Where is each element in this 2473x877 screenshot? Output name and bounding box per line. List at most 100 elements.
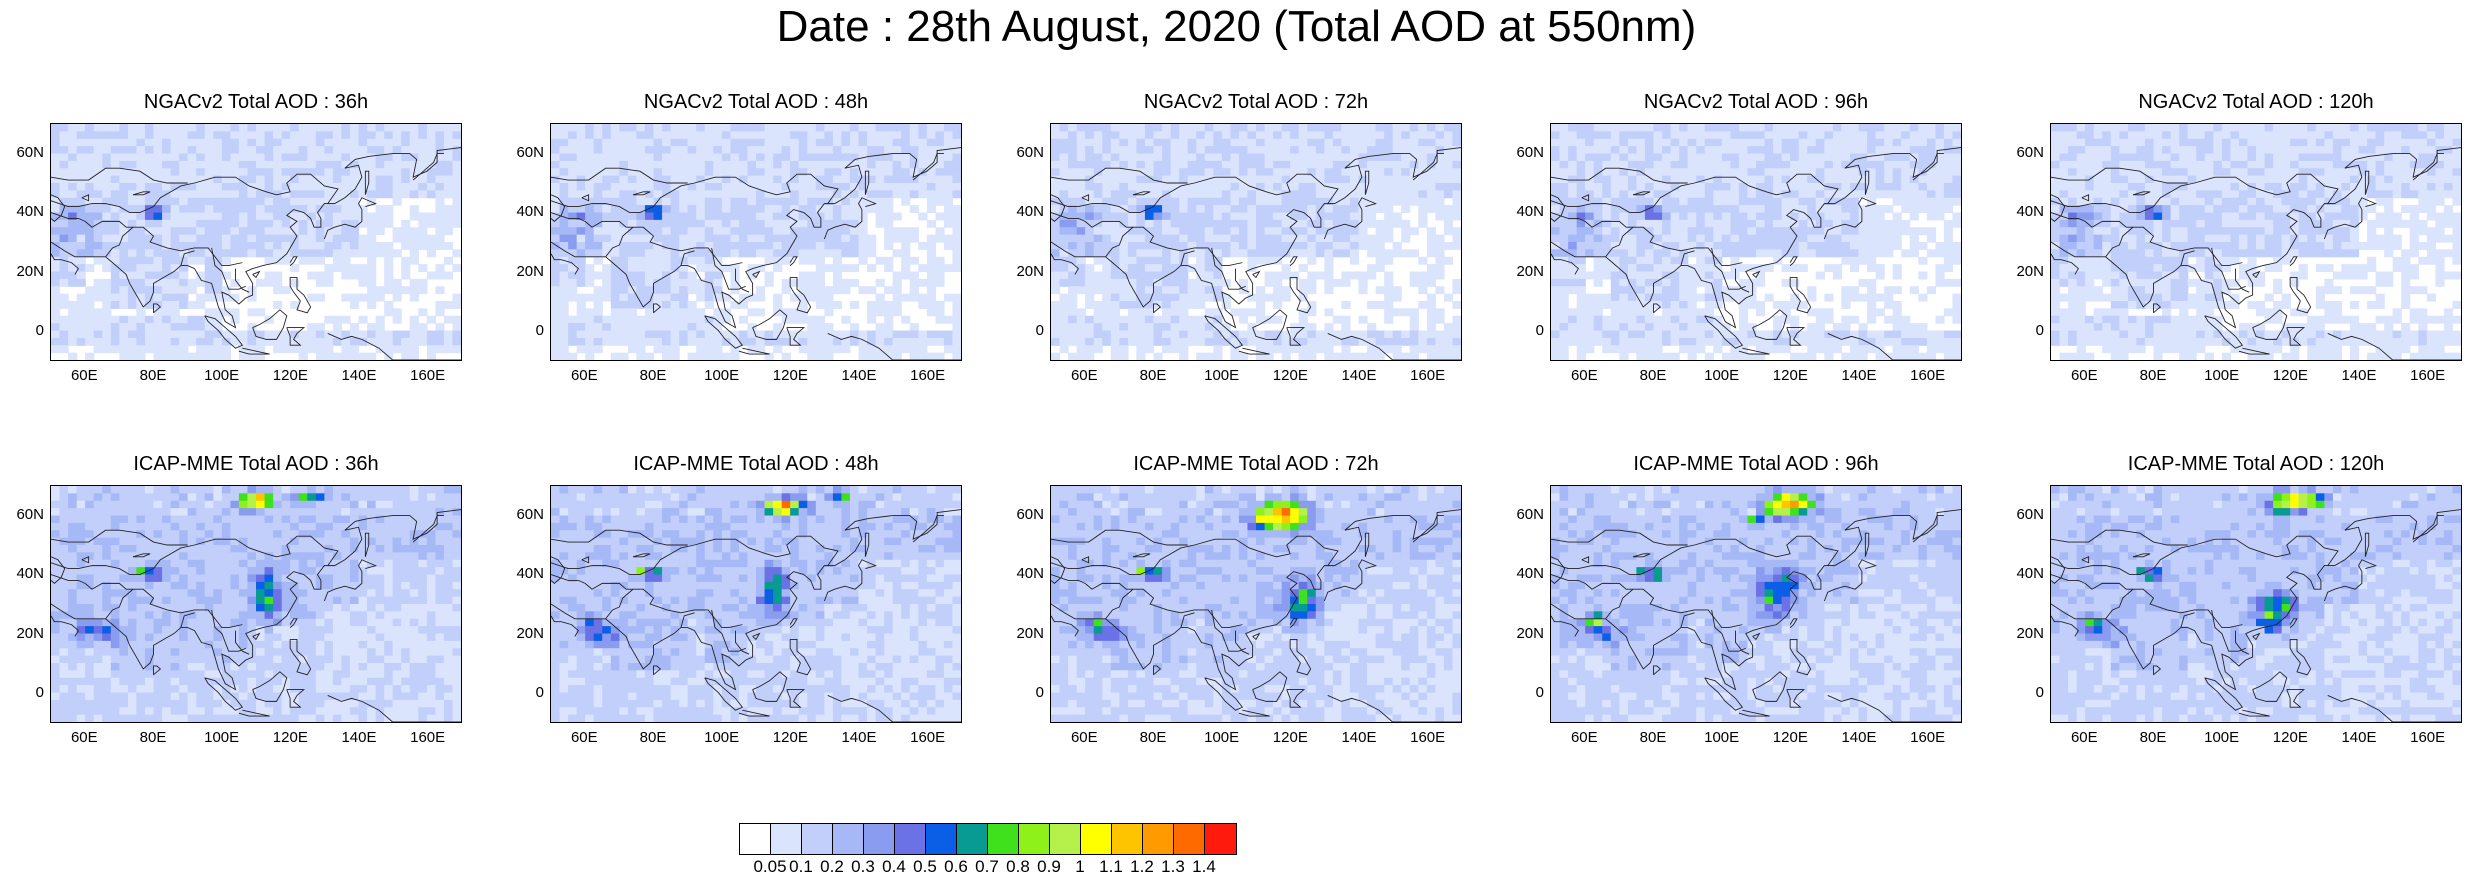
- aod-field: [1051, 486, 1461, 722]
- lon-tick-label: 100E: [1697, 729, 1747, 746]
- map-frame: [1050, 485, 1462, 723]
- aod-field: [1551, 486, 1961, 722]
- colorbar-swatch: [1205, 824, 1236, 854]
- colorbar-swatch: [864, 824, 895, 854]
- lon-tick-label: 80E: [2128, 729, 2178, 746]
- panel-title: NGACv2 Total AOD : 96h: [1550, 89, 1962, 115]
- lon-tick-label: 100E: [697, 367, 747, 384]
- lon-tick-label: 140E: [1834, 367, 1884, 384]
- lat-tick-label: 0: [2004, 684, 2044, 701]
- map-frame: [1050, 123, 1462, 361]
- lat-tick-label: 60N: [2004, 144, 2044, 161]
- colorbar-swatch: [833, 824, 864, 854]
- lat-tick-label: 40N: [2004, 203, 2044, 220]
- colorbar-swatch: [926, 824, 957, 854]
- lon-tick-label: 120E: [265, 729, 315, 746]
- lon-tick-label: 80E: [1628, 729, 1678, 746]
- colorbar-swatch: [1174, 824, 1205, 854]
- aod-map: [1551, 486, 1961, 722]
- lon-tick-label: 160E: [903, 367, 953, 384]
- lon-tick-label: 140E: [834, 367, 884, 384]
- lon-tick-label: 100E: [197, 729, 247, 746]
- lon-tick-label: 140E: [834, 729, 884, 746]
- lon-tick-label: 100E: [1197, 729, 1247, 746]
- lat-tick-label: 60N: [1004, 506, 1044, 523]
- lat-tick-label: 40N: [1004, 203, 1044, 220]
- panel-title: ICAP-MME Total AOD : 36h: [50, 451, 462, 477]
- lon-tick-label: 100E: [1697, 367, 1747, 384]
- aod-map: [1051, 486, 1461, 722]
- aod-map: [51, 486, 461, 722]
- lon-tick-label: 60E: [559, 729, 609, 746]
- lat-tick-label: 40N: [2004, 565, 2044, 582]
- lon-tick-label: 60E: [2059, 367, 2109, 384]
- aod-field: [1551, 124, 1961, 360]
- lat-tick-label: 40N: [504, 203, 544, 220]
- lon-tick-label: 100E: [697, 729, 747, 746]
- colorbar-tick-label: 1.4: [1184, 857, 1224, 877]
- lat-tick-label: 0: [1504, 684, 1544, 701]
- map-frame: [550, 485, 962, 723]
- colorbar-swatch: [1112, 824, 1143, 854]
- lon-tick-label: 120E: [1265, 367, 1315, 384]
- lat-tick-label: 20N: [2004, 263, 2044, 280]
- lat-tick-label: 20N: [4, 625, 44, 642]
- lat-tick-label: 20N: [1004, 263, 1044, 280]
- lat-tick-label: 40N: [4, 203, 44, 220]
- lat-tick-label: 20N: [4, 263, 44, 280]
- panel-title: ICAP-MME Total AOD : 72h: [1050, 451, 1462, 477]
- lon-tick-label: 160E: [2403, 367, 2453, 384]
- map-frame: [50, 485, 462, 723]
- lat-tick-label: 40N: [1504, 203, 1544, 220]
- panel-title: ICAP-MME Total AOD : 120h: [2050, 451, 2462, 477]
- lat-tick-label: 0: [4, 684, 44, 701]
- map-frame: [550, 123, 962, 361]
- lat-tick-label: 60N: [1004, 144, 1044, 161]
- colorbar-swatch: [895, 824, 926, 854]
- lat-tick-label: 0: [4, 322, 44, 339]
- lat-tick-label: 0: [504, 322, 544, 339]
- panel-title: NGACv2 Total AOD : 72h: [1050, 89, 1462, 115]
- lon-tick-label: 60E: [59, 367, 109, 384]
- lat-tick-label: 60N: [2004, 506, 2044, 523]
- lon-tick-label: 120E: [765, 729, 815, 746]
- lat-tick-label: 40N: [4, 565, 44, 582]
- colorbar: [739, 823, 1237, 855]
- lon-tick-label: 60E: [559, 367, 609, 384]
- aod-field: [2051, 124, 2461, 360]
- lon-tick-label: 140E: [1334, 729, 1384, 746]
- panel-title: ICAP-MME Total AOD : 96h: [1550, 451, 1962, 477]
- lon-tick-label: 80E: [128, 729, 178, 746]
- panel-title: NGACv2 Total AOD : 120h: [2050, 89, 2462, 115]
- lon-tick-label: 140E: [334, 729, 384, 746]
- lat-tick-label: 0: [504, 684, 544, 701]
- lat-tick-label: 0: [1004, 322, 1044, 339]
- lon-tick-label: 140E: [2334, 729, 2384, 746]
- aod-field: [51, 486, 461, 722]
- lon-tick-label: 120E: [265, 367, 315, 384]
- aod-map: [2051, 486, 2461, 722]
- lat-tick-label: 20N: [1504, 625, 1544, 642]
- figure-title: Date : 28th August, 2020 (Total AOD at 5…: [0, 2, 2473, 52]
- lon-tick-label: 140E: [1334, 367, 1384, 384]
- lon-tick-label: 160E: [1403, 729, 1453, 746]
- lon-tick-label: 120E: [2265, 729, 2315, 746]
- lon-tick-label: 60E: [2059, 729, 2109, 746]
- aod-map: [1551, 124, 1961, 360]
- lon-tick-label: 80E: [2128, 367, 2178, 384]
- lat-tick-label: 20N: [504, 625, 544, 642]
- lat-tick-label: 20N: [2004, 625, 2044, 642]
- lon-tick-label: 80E: [1128, 729, 1178, 746]
- panel-title: ICAP-MME Total AOD : 48h: [550, 451, 962, 477]
- aod-map: [51, 124, 461, 360]
- lat-tick-label: 20N: [1504, 263, 1544, 280]
- lat-tick-label: 60N: [504, 144, 544, 161]
- lon-tick-label: 100E: [1197, 367, 1247, 384]
